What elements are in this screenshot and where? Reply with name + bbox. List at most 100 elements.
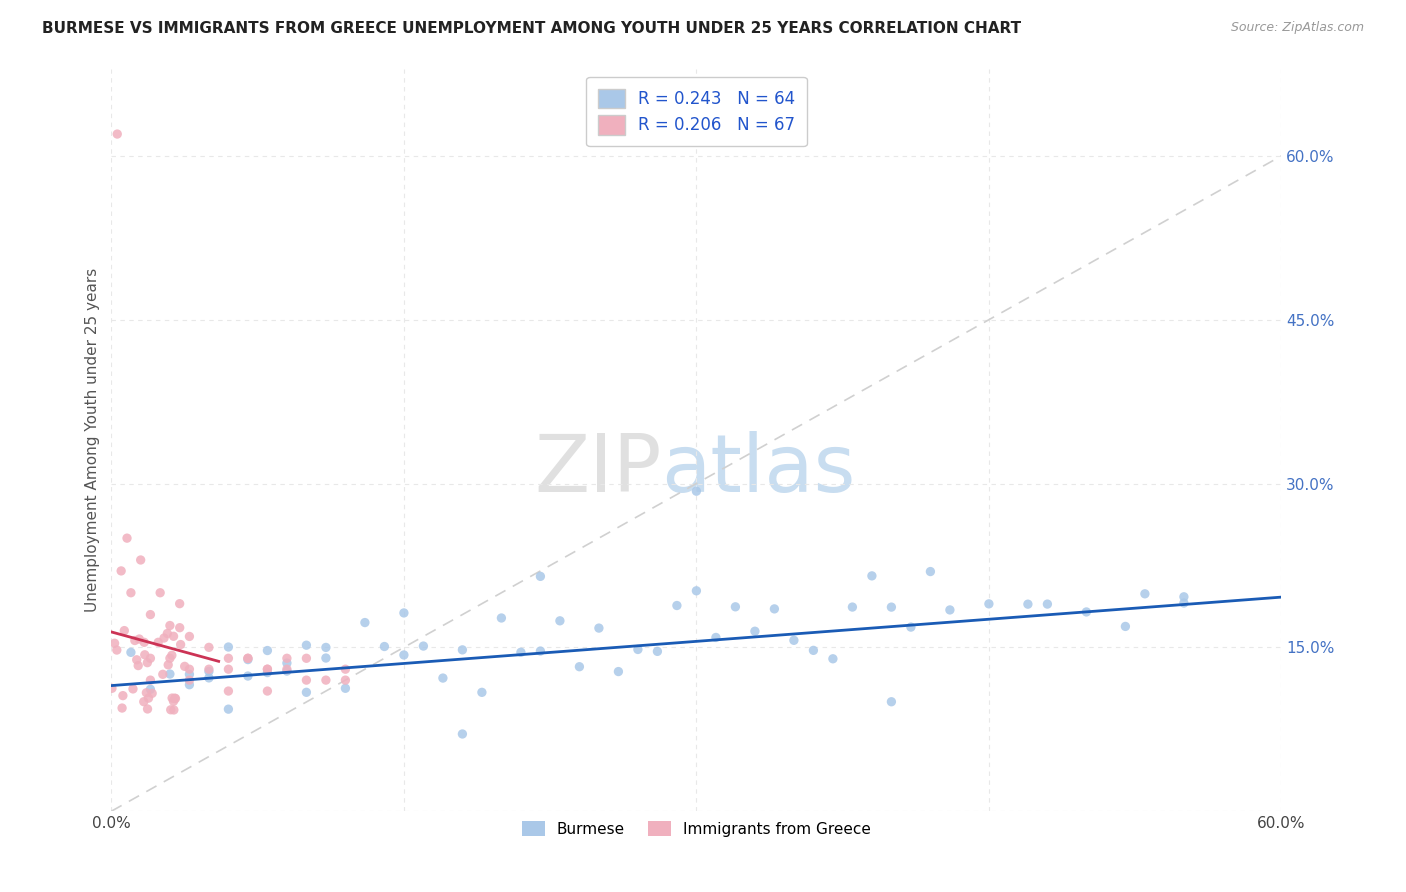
Point xyxy=(156,626,179,640)
Point xyxy=(588,621,610,635)
Point xyxy=(110,564,132,578)
Point xyxy=(860,569,883,583)
Point xyxy=(704,631,727,645)
Point xyxy=(236,652,259,666)
Point xyxy=(217,702,239,716)
Point xyxy=(149,586,172,600)
Point xyxy=(105,127,128,141)
Point xyxy=(136,702,159,716)
Point xyxy=(129,553,152,567)
Point xyxy=(256,662,278,676)
Point xyxy=(162,694,184,708)
Point xyxy=(138,691,160,706)
Point xyxy=(198,671,221,685)
Point xyxy=(471,685,494,699)
Point xyxy=(276,664,298,678)
Point xyxy=(162,629,184,643)
Point xyxy=(112,624,135,638)
Point xyxy=(217,662,239,676)
Point xyxy=(315,651,337,665)
Point xyxy=(134,648,156,662)
Point xyxy=(152,667,174,681)
Point xyxy=(607,665,630,679)
Point xyxy=(920,565,942,579)
Point xyxy=(627,642,650,657)
Point xyxy=(880,695,903,709)
Point xyxy=(236,651,259,665)
Point xyxy=(256,684,278,698)
Point xyxy=(432,671,454,685)
Point xyxy=(160,691,183,706)
Point xyxy=(103,636,125,650)
Point xyxy=(412,639,434,653)
Point xyxy=(744,624,766,639)
Point xyxy=(295,638,318,652)
Point xyxy=(115,531,138,545)
Text: atlas: atlas xyxy=(661,431,856,508)
Point xyxy=(451,727,474,741)
Point xyxy=(159,667,181,681)
Point xyxy=(236,669,259,683)
Point xyxy=(900,620,922,634)
Point xyxy=(179,629,201,643)
Point xyxy=(153,631,176,645)
Point xyxy=(977,597,1000,611)
Point xyxy=(173,659,195,673)
Point xyxy=(127,658,149,673)
Point xyxy=(217,684,239,698)
Point xyxy=(821,652,844,666)
Point xyxy=(163,703,186,717)
Point xyxy=(236,651,259,665)
Point xyxy=(120,586,142,600)
Point xyxy=(939,603,962,617)
Text: ZIP: ZIP xyxy=(534,431,661,508)
Point xyxy=(392,648,415,662)
Point xyxy=(136,656,159,670)
Point xyxy=(139,651,162,665)
Point xyxy=(568,659,591,673)
Point xyxy=(1173,596,1195,610)
Point xyxy=(803,643,825,657)
Point xyxy=(111,701,134,715)
Point xyxy=(783,633,806,648)
Point xyxy=(111,689,134,703)
Text: Source: ZipAtlas.com: Source: ZipAtlas.com xyxy=(1230,21,1364,34)
Point xyxy=(139,682,162,697)
Point xyxy=(276,651,298,665)
Point xyxy=(159,651,181,665)
Point xyxy=(373,640,395,654)
Point xyxy=(665,599,688,613)
Point xyxy=(451,643,474,657)
Point xyxy=(295,685,318,699)
Point xyxy=(101,681,124,696)
Point xyxy=(157,657,180,672)
Point xyxy=(335,681,357,696)
Point xyxy=(548,614,571,628)
Point xyxy=(217,651,239,665)
Point xyxy=(1017,597,1039,611)
Point xyxy=(354,615,377,630)
Point xyxy=(169,638,191,652)
Point xyxy=(128,632,150,646)
Point xyxy=(159,703,181,717)
Point xyxy=(724,599,747,614)
Point xyxy=(160,648,183,663)
Point xyxy=(1173,590,1195,604)
Point xyxy=(198,640,221,655)
Point xyxy=(295,673,318,687)
Point xyxy=(880,600,903,615)
Point xyxy=(256,643,278,657)
Point xyxy=(134,635,156,649)
Point xyxy=(276,662,298,676)
Point xyxy=(179,673,201,687)
Point xyxy=(685,484,707,499)
Y-axis label: Unemployment Among Youth under 25 years: Unemployment Among Youth under 25 years xyxy=(86,268,100,612)
Point xyxy=(122,681,145,696)
Point xyxy=(647,644,669,658)
Point xyxy=(179,667,201,681)
Point xyxy=(295,651,318,665)
Point xyxy=(529,569,551,583)
Point xyxy=(1133,587,1156,601)
Point xyxy=(141,686,163,700)
Point xyxy=(148,635,170,649)
